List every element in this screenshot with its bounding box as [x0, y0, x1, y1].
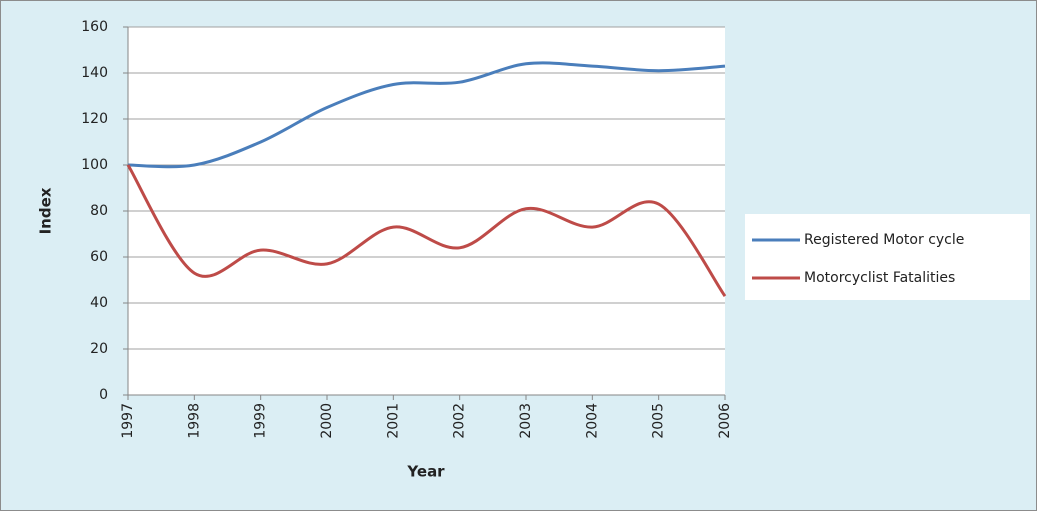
legend-label: Registered Motor cycle: [804, 232, 964, 248]
x-tick-label: 1999: [253, 403, 269, 439]
x-tick-label: 2003: [518, 403, 534, 439]
x-tick-label: 2000: [319, 403, 335, 439]
y-tick-label: 0: [99, 387, 108, 403]
x-tick-label: 1997: [120, 403, 136, 439]
x-tick-label: 2004: [584, 403, 600, 439]
y-tick-label: 80: [90, 203, 108, 219]
x-tick-label: 2006: [717, 403, 733, 439]
x-tick-label: 1998: [186, 403, 202, 439]
y-axis-title: Index: [37, 187, 55, 234]
x-tick-label: 2002: [452, 403, 468, 439]
y-tick-label: 40: [90, 295, 108, 311]
series-line: [127, 61, 726, 169]
x-tick-label: 2001: [385, 403, 401, 439]
legend: [745, 214, 1030, 300]
series-line: [126, 164, 727, 297]
x-tick-label: 2005: [651, 403, 667, 439]
y-tick-label: 100: [81, 157, 108, 173]
y-tick-label: 140: [81, 65, 108, 81]
y-tick-label: 160: [81, 19, 108, 35]
legend-label: Motorcyclist Fatalities: [804, 270, 955, 286]
y-tick-label: 120: [81, 111, 108, 127]
y-tick-label: 20: [90, 341, 108, 357]
x-axis-title: Year: [406, 463, 445, 481]
y-tick-label: 60: [90, 249, 108, 265]
